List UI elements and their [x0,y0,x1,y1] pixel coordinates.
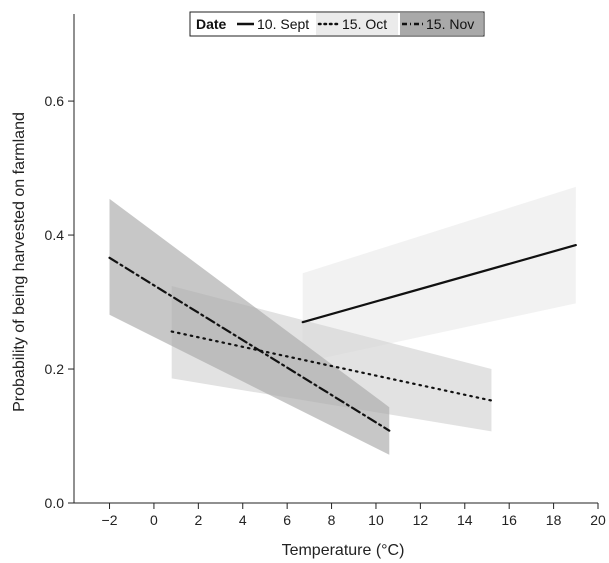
x-axis-title: Temperature (°C) [282,542,405,559]
y-axis-title: Probability of being harvested on farmla… [11,112,28,412]
x-tick-label: 18 [546,512,562,528]
legend-title: Date [196,16,227,32]
y-tick-label: 0.4 [45,227,65,243]
y-ticks: 0.0 0.2 0.4 0.6 [45,93,74,511]
legend-swatch-1 [316,13,398,35]
series-lines [108,244,577,432]
x-tick-label: 20 [590,512,606,528]
y-tick-label: 0.6 [45,93,65,109]
ci-band-2 [109,198,390,455]
x-tick-label: 0 [150,512,158,528]
x-tick-label: 10 [368,512,384,528]
x-tick-label: −2 [102,512,118,528]
series-line-2 [108,256,391,432]
series-line-1 [170,330,493,402]
x-tick-label: 2 [194,512,202,528]
y-tick-label: 0.0 [45,495,65,511]
x-tick-label: 8 [328,512,336,528]
x-tick-label: 4 [239,512,247,528]
legend-label-1: 15. Oct [342,16,387,32]
legend-label-0: 10. Sept [257,16,309,32]
x-tick-label: 12 [413,512,429,528]
axes [73,14,598,504]
series-line-0 [301,244,577,324]
confidence-bands [109,186,576,455]
x-ticks: −2 0 2 4 6 8 10 12 14 16 18 20 [102,503,606,528]
x-tick-label: 16 [501,512,517,528]
y-tick-label: 0.2 [45,361,65,377]
x-tick-label: 6 [283,512,291,528]
legend-label-2: 15. Nov [426,16,474,32]
legend: Date 10. Sept 15. Oct 15. Nov [189,11,485,37]
ci-band-0 [302,186,576,363]
x-tick-label: 14 [457,512,473,528]
legend-swatch-0 [234,13,314,35]
legend-swatch-2 [400,13,483,35]
